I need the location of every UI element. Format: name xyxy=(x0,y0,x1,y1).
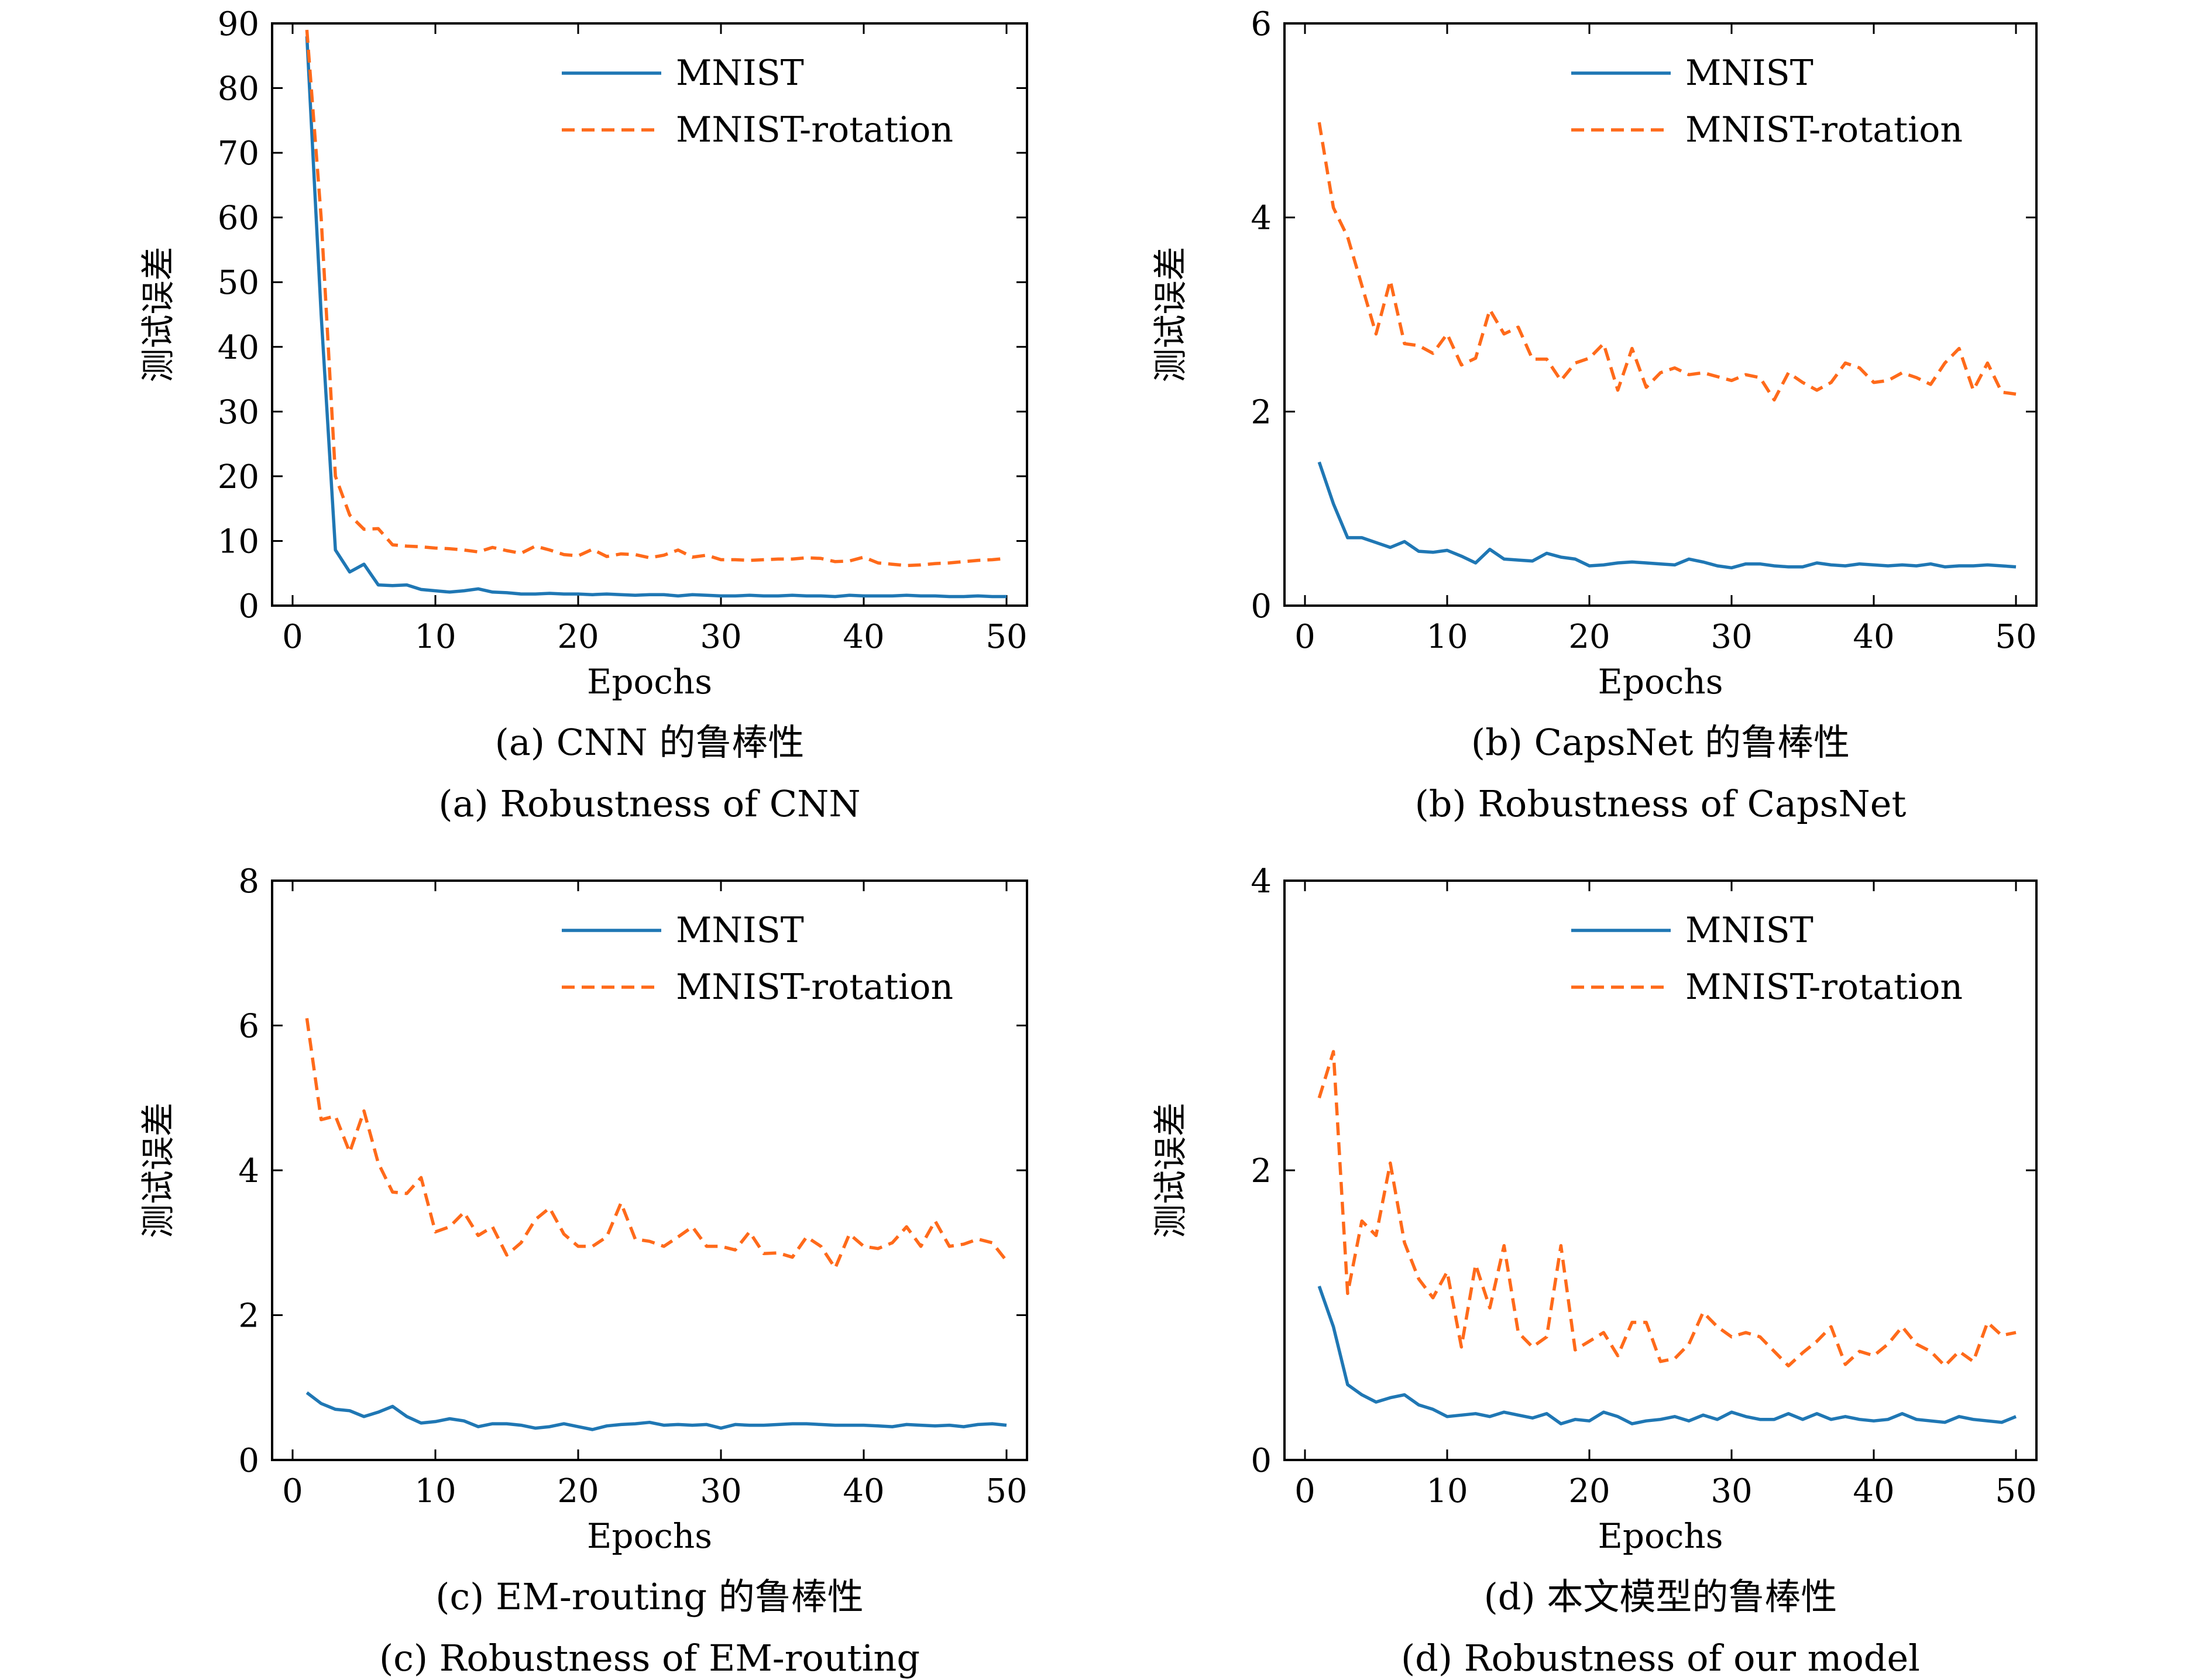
x-tick-label: 0 xyxy=(1294,1472,1315,1510)
legend-label: MNIST-rotation xyxy=(676,967,953,1008)
x-tick-label: 10 xyxy=(414,618,456,656)
y-axis-label: 测试误差 xyxy=(138,246,178,382)
x-tick-label: 30 xyxy=(700,618,741,656)
series-line-mnist-rotation xyxy=(305,29,1007,568)
series-line-mnist-rotation xyxy=(305,1018,1008,1270)
legend-label: MNIST-rotation xyxy=(1685,967,1963,1008)
x-tick-label: 50 xyxy=(985,1472,1027,1510)
subplot-d: 0 10 20 30 40 50 0 2 4 Epochs 测试误差 MNIST MNIST-rotat… xyxy=(1150,863,2038,1679)
x-tick-label: 20 xyxy=(557,618,599,656)
y-tick-label: 6 xyxy=(1251,5,1272,43)
x-tick-label: 10 xyxy=(414,1472,456,1510)
caption-chinese: (b) CapsNet 的鲁棒性 xyxy=(1471,721,1850,764)
caption-english: (d) Robustness of our model xyxy=(1401,1637,1920,1679)
x-tick-label: 20 xyxy=(1568,618,1610,656)
y-tick-label: 60 xyxy=(218,200,259,238)
y-tick-label: 50 xyxy=(218,264,259,302)
y-tick-label: 40 xyxy=(218,329,259,367)
y-axis-label: 测试误差 xyxy=(1150,1102,1190,1238)
series-line-mnist xyxy=(1317,1286,2017,1425)
caption-english: (c) Robustness of EM-routing xyxy=(379,1637,920,1679)
subplot-c: 0 10 20 30 40 50 0 2 4 6 8 Epochs 测试误差 MNIST MNIST-rot… xyxy=(138,863,1028,1679)
series-line-mnist-rotation xyxy=(1317,1050,2017,1368)
y-tick-label: 2 xyxy=(1251,393,1272,431)
x-tick-label: 10 xyxy=(1426,1472,1468,1510)
legend-label: MNIST xyxy=(1685,53,1813,94)
y-tick-label: 4 xyxy=(238,1152,259,1190)
series-line-mnist xyxy=(305,1391,1007,1431)
y-tick-label: 0 xyxy=(1251,588,1272,626)
x-tick-label: 0 xyxy=(282,618,303,656)
x-tick-label: 40 xyxy=(1853,618,1894,656)
x-tick-label: 40 xyxy=(1853,1472,1894,1510)
x-tick-label: 20 xyxy=(557,1472,599,1510)
x-tick-label: 0 xyxy=(282,1472,303,1510)
caption-english: (a) Robustness of CNN xyxy=(438,782,860,825)
caption-chinese: (d) 本文模型的鲁棒性 xyxy=(1484,1575,1837,1618)
y-axis-label: 测试误差 xyxy=(1150,246,1190,382)
legend-label: MNIST xyxy=(676,53,804,94)
y-tick-label: 4 xyxy=(1251,863,1272,901)
legend-label: MNIST-rotation xyxy=(1685,109,1963,150)
x-axis-label: Epochs xyxy=(1598,662,1723,702)
caption-chinese: (c) EM-routing 的鲁棒性 xyxy=(435,1575,863,1618)
x-tick-label: 30 xyxy=(1710,1472,1752,1510)
y-tick-label: 10 xyxy=(218,523,259,561)
x-tick-label: 50 xyxy=(1995,1472,2036,1510)
y-tick-label: 4 xyxy=(1251,200,1272,238)
legend-label: MNIST xyxy=(1685,910,1813,951)
x-tick-label: 0 xyxy=(1294,618,1315,656)
y-tick-label: 90 xyxy=(218,5,259,43)
legend-label: MNIST-rotation xyxy=(676,109,953,150)
x-tick-label: 30 xyxy=(1710,618,1752,656)
series-line-mnist xyxy=(305,36,1007,599)
y-tick-label: 30 xyxy=(218,393,259,431)
y-axis-label: 测试误差 xyxy=(138,1102,178,1238)
axes-frame xyxy=(1283,22,2038,607)
subplot-b: 0 10 20 30 40 50 0 2 4 6 Epochs 测试误差 MNIST MNIST-rota… xyxy=(1150,5,2038,825)
y-tick-label: 0 xyxy=(238,588,259,626)
y-tick-label: 70 xyxy=(218,135,259,173)
y-tick-label: 6 xyxy=(238,1008,259,1046)
y-tick-label: 8 xyxy=(238,863,259,901)
y-tick-label: 0 xyxy=(238,1442,259,1480)
x-axis-label: Epochs xyxy=(1598,1516,1723,1556)
legend-label: MNIST xyxy=(676,910,804,951)
y-tick-label: 2 xyxy=(238,1297,259,1335)
subplot-a: 0 10 20 30 40 50 0 10 20 30 40 50 60 70 80 90 Epochs 测试误差… xyxy=(138,5,1028,825)
series-line-mnist xyxy=(1317,461,2017,570)
y-tick-label: 2 xyxy=(1251,1152,1272,1190)
x-tick-label: 50 xyxy=(985,618,1027,656)
series-line-mnist-rotation xyxy=(1317,122,2017,402)
x-axis-label: Epochs xyxy=(587,1516,712,1556)
x-tick-label: 10 xyxy=(1426,618,1468,656)
y-tick-label: 0 xyxy=(1251,1442,1272,1480)
axes-frame xyxy=(271,22,1028,607)
x-tick-label: 20 xyxy=(1568,1472,1610,1510)
x-tick-label: 50 xyxy=(1995,618,2036,656)
caption-english: (b) Robustness of CapsNet xyxy=(1415,782,1907,825)
x-tick-label: 30 xyxy=(700,1472,741,1510)
x-axis-label: Epochs xyxy=(587,662,712,702)
x-tick-label: 40 xyxy=(843,1472,884,1510)
y-tick-label: 80 xyxy=(218,70,259,108)
x-tick-label: 40 xyxy=(843,618,884,656)
caption-chinese: (a) CNN 的鲁棒性 xyxy=(495,721,805,764)
y-tick-label: 20 xyxy=(218,458,259,496)
